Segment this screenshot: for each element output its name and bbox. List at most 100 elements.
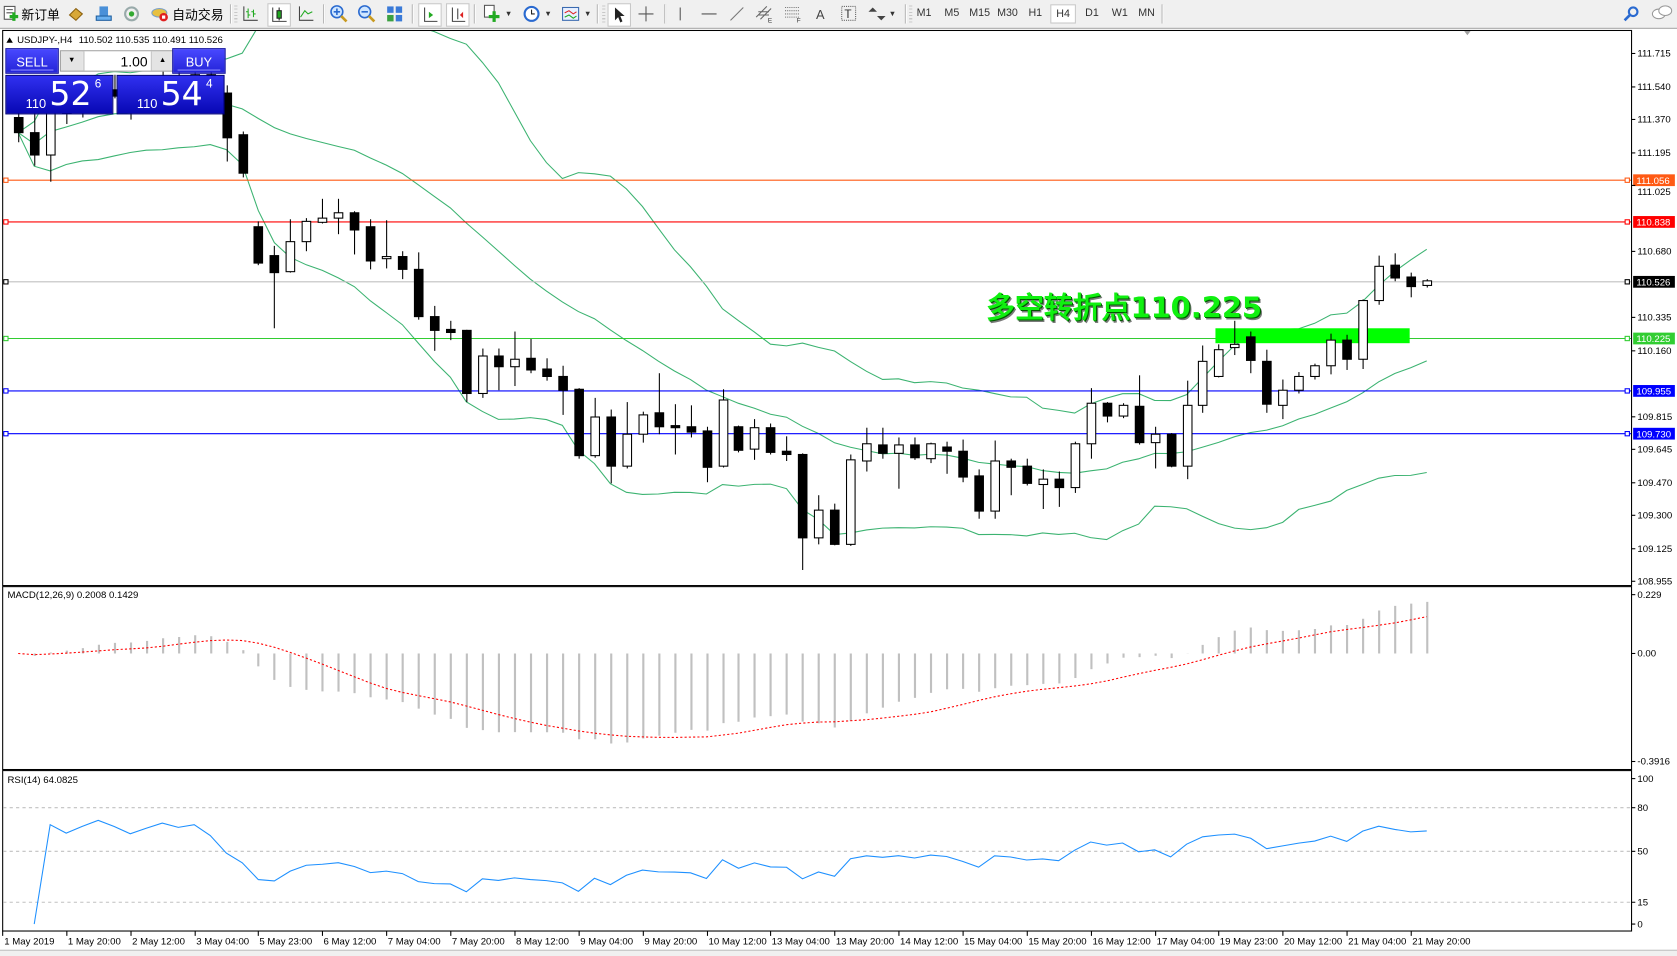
auto-scroll-button[interactable] [418, 3, 442, 27]
bearish-candle-body [606, 416, 617, 467]
toolbar-grip[interactable] [602, 5, 606, 23]
vertical-line-button[interactable] [674, 3, 687, 24]
zoom-out-button[interactable] [357, 3, 376, 24]
pivot-annotation[interactable]: 多空转折点110.225 [986, 291, 1263, 326]
time-axis-label: 1 May 2019 [4, 936, 54, 947]
candle [1342, 334, 1352, 370]
line-chart-icon [298, 6, 314, 21]
chevron-down-icon: ▼ [583, 10, 592, 18]
price-tick-label: 109.300 [1637, 511, 1672, 522]
horizontal-line-button[interactable] [701, 3, 718, 24]
arrows-button[interactable]: ▼ [868, 3, 896, 24]
bullish-candle-body [1197, 360, 1208, 406]
history-center-button[interactable] [67, 3, 84, 24]
bid-price-button[interactable]: 110 52 6 [5, 74, 114, 115]
rsi-line [33, 819, 1427, 925]
time-axis-label: 16 May 12:00 [1093, 936, 1151, 947]
chart-shift-button[interactable] [445, 3, 470, 27]
tile-windows-button[interactable] [386, 3, 403, 24]
time-axis-label: 17 May 04:00 [1157, 936, 1215, 947]
lot-increase-button[interactable]: ▲ [151, 51, 174, 71]
equidistant-channel-button[interactable]: E [755, 3, 774, 24]
bar-chart-button[interactable] [242, 3, 259, 24]
cursor-button[interactable] [607, 3, 632, 27]
text-button[interactable]: A [815, 3, 828, 24]
bollinger-lower-band [17, 132, 1427, 541]
candle [990, 440, 1001, 519]
time-axis-label: 20 May 12:00 [1284, 936, 1342, 947]
candle [702, 426, 713, 483]
bearish-candle-body [29, 132, 40, 156]
lot-decrease-button[interactable]: ▼ [60, 51, 83, 71]
bearish-candle-body [238, 134, 249, 174]
bearish-candle-body [670, 425, 681, 429]
macd-axis-label: -0.3916 [1637, 757, 1670, 768]
toolbar-separator [904, 4, 907, 24]
chat-button[interactable] [1650, 3, 1674, 24]
timeframe-m5[interactable]: M5 [944, 7, 960, 20]
auto-trading-button[interactable]: 自动交易 [151, 3, 224, 24]
candle [733, 425, 744, 453]
bearish-candle-body [13, 117, 24, 134]
timeframe-d1[interactable]: D1 [1085, 7, 1099, 20]
timeframe-m30[interactable]: M30 [997, 7, 1018, 20]
horizontal-level-label: 109.730 [1636, 429, 1671, 440]
indicators-button[interactable]: ▼ [482, 3, 512, 24]
cursor-icon [614, 7, 625, 23]
zoom-in-button[interactable] [329, 3, 348, 24]
bearish-candle-body [365, 226, 376, 262]
bullish-candle-body [1086, 402, 1097, 445]
text-label-button[interactable]: T [841, 3, 858, 24]
bollinger-upper-band [17, 31, 1428, 414]
signal-button[interactable] [123, 3, 140, 24]
timeframe-m1[interactable]: M1 [916, 7, 932, 20]
chart-background [0, 28, 1677, 950]
toolbar-separator [596, 4, 599, 24]
price-tick-label: 111.195 [1637, 148, 1670, 159]
svg-text:E: E [768, 17, 772, 23]
toolbar-grip[interactable] [234, 5, 238, 23]
horizontal-level-marker [3, 431, 9, 437]
sell-button[interactable]: SELL [5, 48, 59, 74]
toolbar-separator [322, 4, 326, 24]
timeframe-w1[interactable]: W1 [1111, 7, 1128, 20]
periods-button[interactable]: ▼ [522, 3, 552, 24]
auto-scroll-icon [424, 7, 438, 22]
bearish-candle-body [269, 255, 280, 274]
timeframe-h1[interactable]: H1 [1028, 7, 1043, 20]
candle [1022, 458, 1033, 486]
timeframe-mn[interactable]: MN [1138, 7, 1155, 20]
candle [429, 305, 440, 351]
text-icon: A [816, 7, 825, 22]
buy-button[interactable]: BUY [172, 48, 226, 74]
horizontal-level-label: 111.056 [1636, 176, 1669, 187]
collapse-triangle-icon[interactable] [6, 37, 13, 43]
horizontal-level-label: 110.225 [1636, 334, 1670, 345]
new-order-button[interactable]: 新订单 [2, 3, 60, 24]
search-button[interactable] [1622, 3, 1639, 24]
chart-tabs-strip[interactable] [0, 949, 1677, 956]
candle [542, 358, 552, 381]
crosshair-button[interactable] [637, 3, 654, 24]
trendline-button[interactable] [728, 3, 745, 24]
bearish-candle-body [1406, 276, 1417, 288]
lot-size-input[interactable] [83, 51, 152, 71]
fibonacci-button[interactable]: F [784, 3, 803, 24]
timeframe-h4[interactable]: H4 [1050, 4, 1076, 24]
ask-price-button[interactable]: 110 54 4 [116, 74, 225, 115]
toolbar-grip[interactable] [909, 5, 913, 23]
bearish-candle-body [1134, 405, 1145, 444]
candle [942, 441, 952, 474]
time-axis-label: 14 May 12:00 [900, 936, 958, 947]
candlestick-button[interactable] [267, 3, 291, 27]
line-chart-button[interactable] [297, 3, 314, 24]
templates-button[interactable]: ▼ [561, 3, 591, 24]
timeframe-m15[interactable]: M15 [969, 7, 991, 20]
profile-button[interactable] [95, 3, 112, 24]
bullish-candle-body [638, 414, 649, 435]
candle [285, 219, 296, 273]
chart-shift-marker[interactable] [1464, 31, 1471, 36]
bearish-candle-body [765, 427, 776, 453]
bullish-candle-body [862, 443, 872, 462]
